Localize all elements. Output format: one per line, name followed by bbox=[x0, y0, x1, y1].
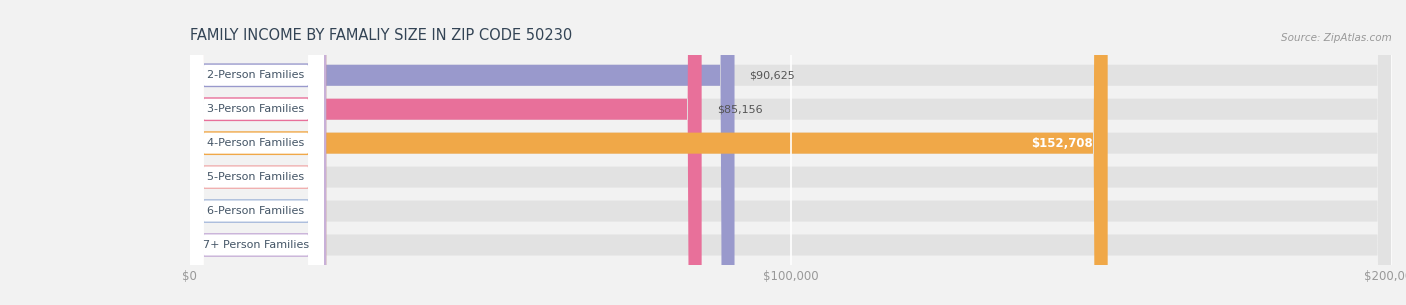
Text: 3-Person Families: 3-Person Families bbox=[207, 104, 305, 114]
FancyBboxPatch shape bbox=[190, 0, 702, 305]
FancyBboxPatch shape bbox=[187, 0, 325, 305]
FancyBboxPatch shape bbox=[187, 0, 325, 305]
FancyBboxPatch shape bbox=[187, 0, 325, 305]
FancyBboxPatch shape bbox=[190, 0, 322, 305]
FancyBboxPatch shape bbox=[190, 0, 1392, 305]
FancyBboxPatch shape bbox=[190, 0, 734, 305]
Text: $90,625: $90,625 bbox=[749, 70, 796, 80]
Text: 4-Person Families: 4-Person Families bbox=[207, 138, 305, 148]
FancyBboxPatch shape bbox=[190, 0, 1392, 305]
FancyBboxPatch shape bbox=[190, 0, 322, 305]
Text: Source: ZipAtlas.com: Source: ZipAtlas.com bbox=[1281, 33, 1392, 43]
FancyBboxPatch shape bbox=[190, 0, 1392, 305]
FancyBboxPatch shape bbox=[187, 0, 325, 305]
FancyBboxPatch shape bbox=[190, 0, 322, 305]
FancyBboxPatch shape bbox=[190, 0, 322, 305]
Text: 5-Person Families: 5-Person Families bbox=[207, 172, 305, 182]
Text: $0: $0 bbox=[205, 172, 219, 182]
FancyBboxPatch shape bbox=[190, 0, 322, 305]
FancyBboxPatch shape bbox=[190, 0, 1392, 305]
Text: 7+ Person Families: 7+ Person Families bbox=[202, 240, 309, 250]
FancyBboxPatch shape bbox=[190, 0, 1108, 305]
FancyBboxPatch shape bbox=[187, 0, 325, 305]
FancyBboxPatch shape bbox=[187, 0, 325, 305]
Text: $0: $0 bbox=[205, 206, 219, 216]
Text: FAMILY INCOME BY FAMALIY SIZE IN ZIP CODE 50230: FAMILY INCOME BY FAMALIY SIZE IN ZIP COD… bbox=[190, 28, 572, 43]
Text: $0: $0 bbox=[205, 240, 219, 250]
Text: $152,708: $152,708 bbox=[1031, 137, 1092, 150]
FancyBboxPatch shape bbox=[190, 0, 1392, 305]
Text: 6-Person Families: 6-Person Families bbox=[207, 206, 305, 216]
Text: $85,156: $85,156 bbox=[717, 104, 762, 114]
Text: 2-Person Families: 2-Person Families bbox=[207, 70, 305, 80]
FancyBboxPatch shape bbox=[190, 0, 322, 305]
FancyBboxPatch shape bbox=[190, 0, 1392, 305]
